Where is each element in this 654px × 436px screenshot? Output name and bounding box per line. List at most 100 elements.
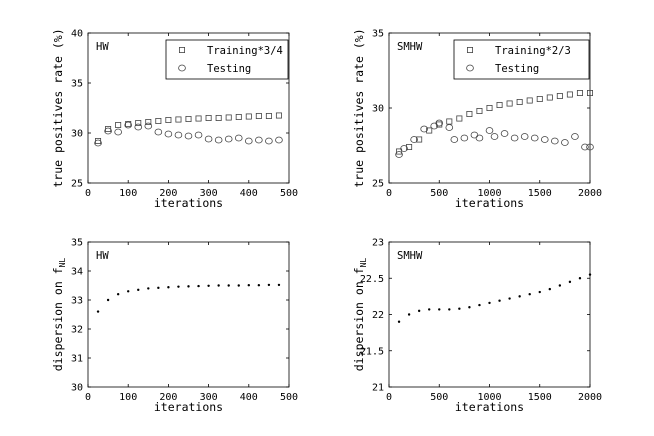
data-point-square xyxy=(245,113,252,120)
data-point-circle xyxy=(561,139,569,146)
data-point-circle xyxy=(134,123,143,131)
data-point-dot xyxy=(458,307,461,310)
data-point-square xyxy=(215,115,222,122)
x-tick-label: 100 xyxy=(119,188,137,199)
data-point-square xyxy=(576,90,583,97)
data-point-circle xyxy=(395,151,403,158)
y-axis-label-subscript: NL xyxy=(359,258,368,268)
data-point-square xyxy=(416,136,423,143)
y-tick-label: 25 xyxy=(71,179,83,190)
data-point-circle xyxy=(234,134,243,142)
data-point-square xyxy=(516,99,523,106)
data-point-dot xyxy=(267,283,271,287)
data-point-square xyxy=(526,97,533,104)
data-point-dot xyxy=(187,285,190,288)
data-point-circle xyxy=(510,134,519,142)
x-tick-label: 500 xyxy=(280,392,298,403)
data-point-dot xyxy=(528,293,531,296)
x-tick-label: 500 xyxy=(430,392,448,403)
legend-marker-circle xyxy=(178,64,186,72)
data-point-circle xyxy=(530,134,539,142)
data-point-circle xyxy=(485,127,494,134)
data-point-square xyxy=(456,115,463,122)
x-tick-label: 1500 xyxy=(528,392,552,403)
data-point-circle xyxy=(420,125,428,133)
data-point-dot xyxy=(498,299,501,302)
y-tick-label: 32 xyxy=(71,325,83,336)
y-tick-label: 35 xyxy=(71,238,83,249)
data-point-square xyxy=(125,121,132,128)
y-tick-label: 35 xyxy=(71,79,83,90)
data-point-circle xyxy=(245,137,253,145)
x-tick-label: 200 xyxy=(159,188,177,199)
data-point-square xyxy=(225,114,232,121)
data-point-square xyxy=(546,94,553,101)
data-point-square xyxy=(406,143,413,150)
data-point-circle xyxy=(255,136,263,144)
data-point-square xyxy=(536,96,543,103)
legend-marker-square xyxy=(466,47,473,54)
data-point-square xyxy=(506,100,513,107)
y-tick-label: 34 xyxy=(71,267,83,278)
panel-label: HW xyxy=(96,41,109,53)
panel-label: SMHW xyxy=(397,41,423,53)
data-point-square xyxy=(105,126,112,133)
chart-panel-4: 0 500 1000 1500 2000 21 21.5 22 22.5 23 iterations… xyxy=(352,238,602,415)
x-tick-label: 500 xyxy=(280,188,298,199)
data-point-square xyxy=(185,116,192,123)
data-point-circle xyxy=(445,124,454,131)
data-point-dot xyxy=(207,284,210,287)
y-tick-label: 22 xyxy=(372,310,384,321)
data-point-dot xyxy=(468,306,471,309)
data-point-circle xyxy=(184,132,193,140)
data-point-dot xyxy=(96,310,100,313)
data-point-dot xyxy=(588,273,592,276)
data-point-square xyxy=(265,113,272,120)
data-point-circle xyxy=(540,136,549,143)
data-point-circle xyxy=(104,127,112,135)
data-point-circle xyxy=(450,136,459,143)
x-tick-label: 1000 xyxy=(477,392,501,403)
x-tick-label: 0 xyxy=(386,188,392,199)
x-tick-label: 0 xyxy=(85,392,91,403)
data-point-circle xyxy=(224,135,233,143)
data-point-dot xyxy=(177,285,180,288)
series-2 xyxy=(395,119,594,158)
data-point-circle xyxy=(144,122,153,130)
data-point-dot xyxy=(257,284,261,287)
data-point-square xyxy=(396,148,403,155)
legend-box xyxy=(165,39,289,80)
y-tick-label: 21 xyxy=(372,383,384,394)
data-point-dot xyxy=(407,313,411,316)
data-point-square xyxy=(566,91,573,98)
data-point-square xyxy=(486,105,493,112)
data-point-dot xyxy=(438,308,441,311)
data-point-square xyxy=(496,102,503,109)
data-point-circle xyxy=(520,133,529,140)
data-point-circle xyxy=(435,119,444,127)
x-tick-label: 1000 xyxy=(477,188,501,199)
data-point-dot xyxy=(277,283,281,287)
y-axis-label: true positives rate (%) xyxy=(51,28,65,187)
data-point-square xyxy=(135,120,142,127)
data-point-square xyxy=(466,111,473,118)
data-point-square xyxy=(205,115,212,122)
data-point-dot xyxy=(227,284,230,287)
data-point-dot xyxy=(558,284,562,287)
data-point-dot xyxy=(127,290,130,293)
data-point-circle xyxy=(400,145,408,152)
data-point-circle xyxy=(214,136,223,144)
data-point-circle xyxy=(581,143,589,151)
data-point-dot xyxy=(116,293,120,296)
data-point-dot xyxy=(137,288,140,292)
y-axis-label: dispersion on fNL xyxy=(352,258,368,372)
legend-marker-square xyxy=(178,47,185,54)
data-point-circle xyxy=(94,139,102,147)
x-tick-label: 2000 xyxy=(578,392,602,403)
chart-panel-3: 0 100 200 300 400 500 30 31 32 33 34 35 iterations di… xyxy=(51,238,298,415)
panel-label: HW xyxy=(96,250,109,262)
legend-box xyxy=(453,39,590,80)
data-point-dot xyxy=(538,290,541,294)
x-axis-label: iterations xyxy=(455,196,524,210)
x-tick-label: 200 xyxy=(159,392,177,403)
